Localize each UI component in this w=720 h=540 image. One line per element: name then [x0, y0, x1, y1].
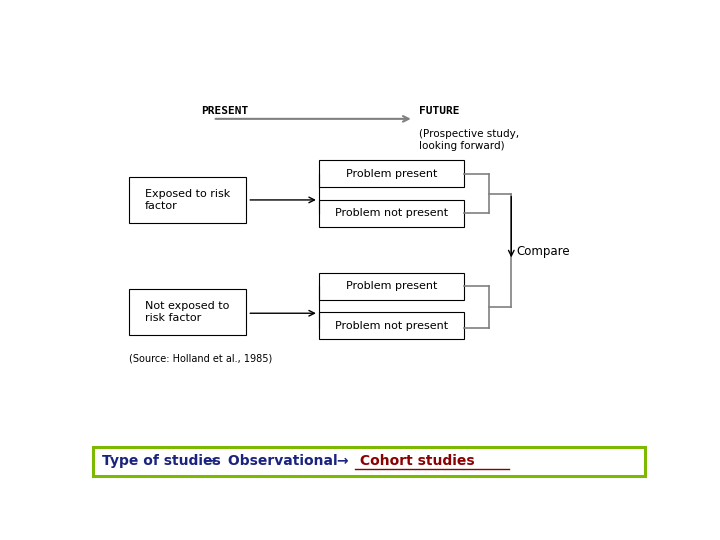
Text: Not exposed to
risk factor: Not exposed to risk factor [145, 301, 230, 323]
Text: Problem present: Problem present [346, 169, 437, 179]
Text: (Source: Holland et al., 1985): (Source: Holland et al., 1985) [129, 354, 272, 364]
FancyBboxPatch shape [93, 447, 645, 476]
Text: (Prospective study,
looking forward): (Prospective study, looking forward) [419, 129, 519, 151]
FancyBboxPatch shape [129, 177, 246, 223]
Text: Type of studies: Type of studies [102, 455, 226, 469]
Text: →: → [337, 455, 348, 469]
Text: PRESENT: PRESENT [202, 105, 249, 116]
Text: Observational: Observational [222, 455, 342, 469]
Text: →: → [204, 455, 216, 469]
Text: Problem present: Problem present [346, 281, 437, 291]
FancyBboxPatch shape [319, 160, 464, 187]
Text: Problem not present: Problem not present [335, 321, 448, 330]
Text: Cohort studies: Cohort studies [355, 455, 474, 469]
Text: FUTURE: FUTURE [419, 105, 460, 116]
FancyBboxPatch shape [129, 289, 246, 335]
Text: Problem not present: Problem not present [335, 208, 448, 219]
Text: Exposed to risk
factor: Exposed to risk factor [145, 189, 230, 211]
FancyBboxPatch shape [319, 200, 464, 227]
Text: Compare: Compare [517, 245, 570, 259]
FancyBboxPatch shape [319, 273, 464, 300]
FancyBboxPatch shape [319, 312, 464, 339]
